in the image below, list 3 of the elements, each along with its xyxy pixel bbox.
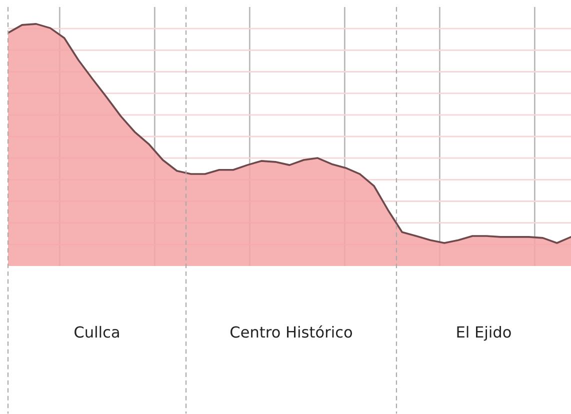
text: Centro Histórico bbox=[230, 325, 352, 338]
text: El Ejido bbox=[457, 326, 511, 341]
text: Cullca bbox=[74, 326, 119, 338]
